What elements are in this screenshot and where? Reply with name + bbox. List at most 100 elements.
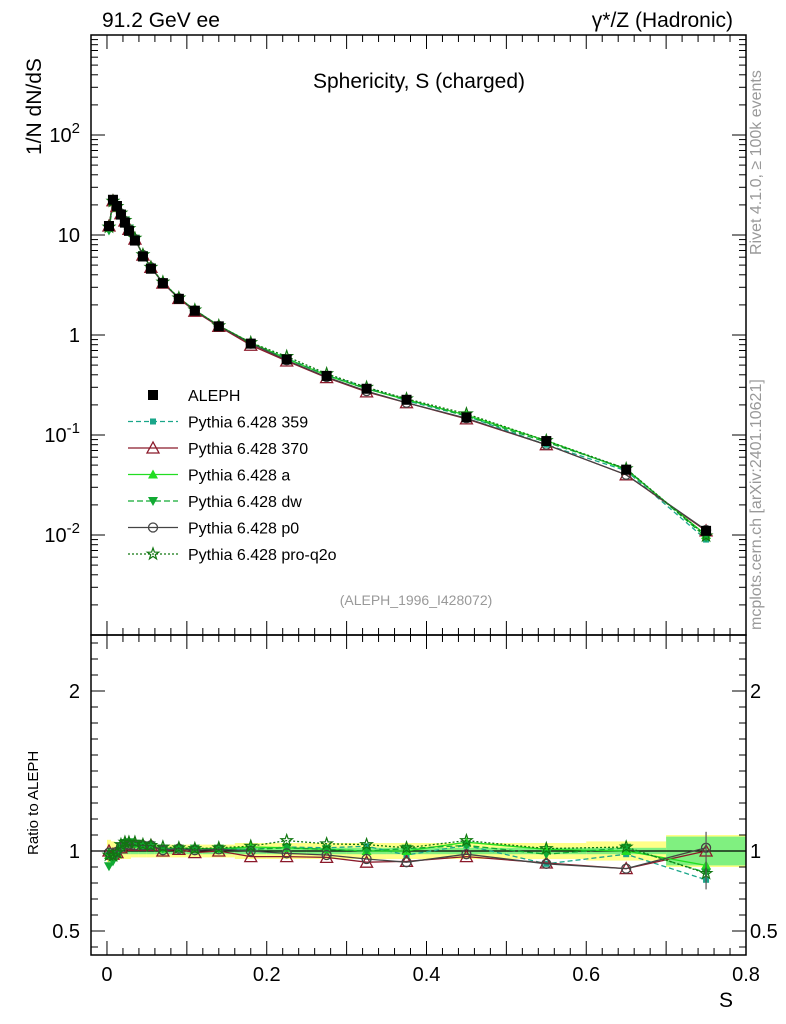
ratio-y-tick-label: 1	[750, 841, 761, 863]
data-point	[213, 321, 224, 332]
data-point	[461, 412, 472, 423]
ratio-point	[143, 837, 159, 852]
legend-marker	[147, 522, 159, 533]
ratio-y-tick-label: 0.5	[52, 921, 80, 943]
ratio-point	[319, 850, 334, 864]
data-point	[321, 370, 332, 381]
ratio-point	[127, 834, 143, 849]
legend-marker	[148, 469, 158, 479]
ratio-point	[541, 858, 552, 869]
legend: ALEPH Pythia 6.428 359 Pythia 6.428 370 Pyt…	[128, 388, 337, 564]
ratio-point	[279, 849, 294, 863]
x-tick-label: 0.8	[732, 964, 760, 986]
ratio-point	[189, 845, 200, 856]
ratio-point	[538, 840, 554, 855]
ratio-point	[399, 839, 414, 855]
data-point	[157, 278, 168, 289]
ratio-y-axis-label: Ratio to ALEPH	[25, 751, 42, 855]
ratio-point	[461, 849, 472, 860]
ratio-point	[135, 836, 151, 851]
ratio-y-tick-label: 0.5	[750, 921, 778, 943]
ratio-point	[618, 839, 634, 854]
main-y-axis-label: 1/N dN/dS	[23, 58, 46, 155]
ratio-point	[359, 854, 374, 868]
ratio-point	[359, 836, 375, 851]
data-point	[621, 464, 632, 475]
ratio-point	[157, 845, 169, 856]
data-point	[173, 293, 184, 304]
legend-label: Pythia 6.428 dw	[188, 494, 302, 511]
ratio-y-tick-label: 1	[69, 841, 80, 863]
ratio-point	[155, 839, 171, 854]
main-frame	[90, 34, 747, 636]
ratio-series	[101, 831, 714, 890]
data-point	[701, 525, 712, 536]
main-y-tick-label: 102	[49, 120, 80, 147]
legend-label: ALEPH	[188, 388, 240, 405]
data-point	[115, 209, 126, 220]
ratio-point	[621, 863, 632, 874]
axes: 10-2 10-1 1 10 102 0 0.2 0.4 0.6 0.8 0.5 0.5 1 1 2 2	[44, 34, 778, 986]
ratio-point	[213, 844, 224, 855]
main-y-tick-label: 10-1	[44, 420, 80, 447]
x-axis-label: S	[719, 989, 733, 1012]
header-right: γ*/Z (Hadronic)	[592, 9, 733, 32]
legend-label: Pythia 6.428 a	[188, 468, 290, 485]
ratio-point	[101, 847, 117, 862]
data-point	[189, 305, 200, 316]
ratio-frame	[90, 634, 747, 956]
legend-marker	[145, 546, 161, 561]
ratio-point	[109, 844, 125, 859]
ratio-point	[459, 849, 474, 863]
ratio-point	[211, 839, 227, 855]
data-point	[145, 263, 156, 274]
ratio-y-tick-label: 2	[750, 681, 761, 703]
x-tick-label: 0.2	[253, 964, 281, 986]
main-series-line	[108, 199, 707, 537]
legend-label: Pythia 6.428 pro-q2o	[188, 547, 337, 564]
data-point	[361, 383, 372, 394]
data-point	[119, 217, 130, 228]
ratio-point	[243, 849, 258, 863]
x-tick-label: 0.4	[413, 964, 441, 986]
header-left: 91.2 GeV ee	[102, 9, 220, 32]
rivet-label: Rivet 4.1.0, ≥ 100k events	[748, 70, 765, 255]
ratio-point	[361, 853, 372, 865]
analysis-annotation: (ALEPH_1996_I428072)	[340, 592, 493, 608]
data-point	[137, 251, 148, 262]
data-point	[107, 194, 118, 205]
ratio-point	[621, 843, 632, 853]
x-tick-label: 0	[101, 964, 112, 986]
ratio-point	[281, 848, 292, 859]
ratio-point	[279, 832, 295, 847]
main-series-line	[108, 201, 707, 538]
legend-label: Pythia 6.428 370	[188, 441, 308, 458]
main-y-tick-label: 1	[69, 325, 80, 347]
ratio-point	[187, 840, 203, 855]
ratio-point	[171, 839, 187, 855]
ratio-y-tick-label: 2	[69, 681, 80, 703]
main-y-tick-label: 10-2	[44, 520, 80, 547]
legend-marker	[150, 418, 156, 425]
main-series-line	[108, 200, 707, 541]
data-point	[123, 225, 134, 236]
data-point	[281, 354, 292, 365]
ratio-series-line	[108, 841, 707, 881]
data-point	[129, 235, 140, 246]
data-point	[245, 338, 256, 349]
legend-label: Pythia 6.428 359	[188, 415, 308, 432]
data-point	[111, 200, 122, 211]
legend-marker	[145, 440, 161, 454]
mcplots-label: mcplots.cern.ch [arXiv:2401.10621]	[748, 379, 765, 630]
ratio-point	[321, 849, 332, 861]
legend-marker	[148, 390, 158, 400]
data-point	[541, 436, 552, 447]
chart-title: Sphericity, S (charged)	[313, 70, 525, 93]
ratio-point	[103, 862, 114, 872]
main-series-line	[108, 199, 707, 536]
ratio-point	[401, 857, 412, 868]
x-tick-label: 0.6	[572, 964, 600, 986]
legend-label: Pythia 6.428 p0	[188, 521, 299, 538]
ratio-point	[319, 835, 335, 851]
